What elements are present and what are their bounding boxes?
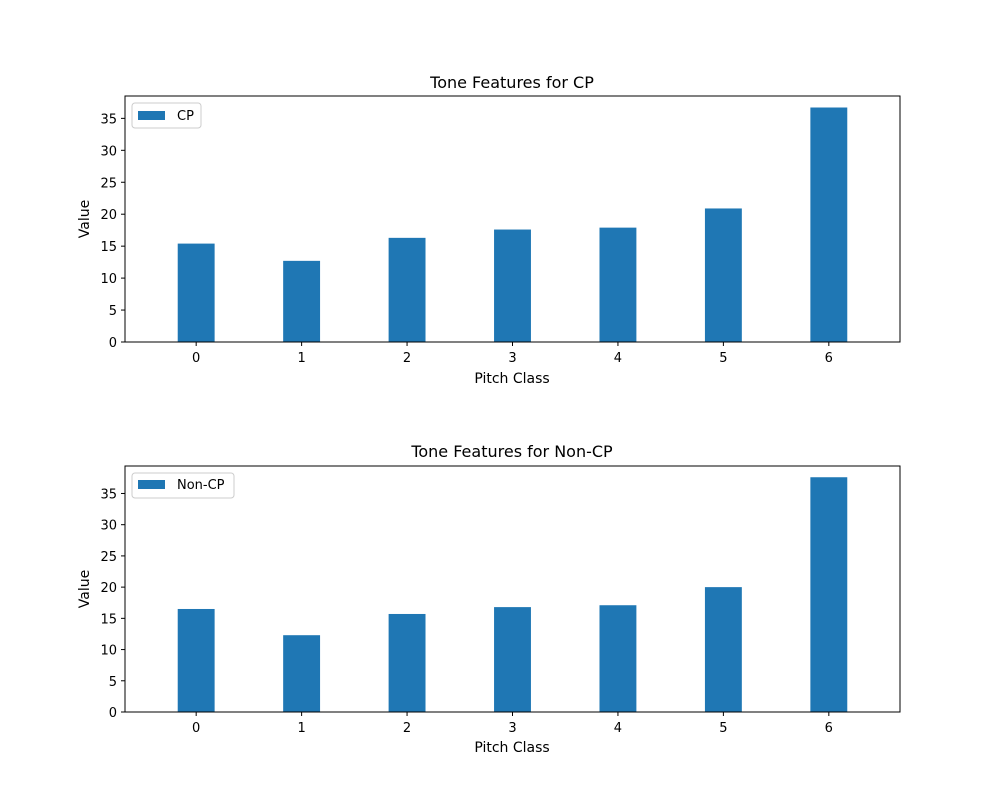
bars [177, 477, 848, 712]
bar-1 [283, 260, 321, 342]
x-ticks: 0 1 2 3 4 5 6 [192, 342, 833, 366]
legend-label: CP [177, 109, 194, 124]
bar-5 [704, 587, 742, 712]
x-tick-label: 1 [297, 721, 305, 736]
y-tick-label: 5 [109, 675, 117, 690]
y-ticks: 0 5 10 15 20 25 30 35 [100, 112, 125, 351]
bar-0 [177, 608, 215, 712]
y-tick-label: 25 [100, 176, 117, 191]
x-tick-label: 0 [192, 721, 200, 736]
legend-swatch [138, 111, 165, 120]
bar-1 [283, 635, 321, 712]
bar-2 [388, 613, 426, 712]
y-axis-label: Value [77, 200, 93, 238]
bar-4 [599, 605, 637, 712]
legend: Non-CP [131, 472, 235, 499]
y-tick-label: 20 [100, 581, 117, 596]
x-tick-label: 4 [614, 351, 622, 366]
x-tick-label: 4 [614, 721, 622, 736]
bar-5 [704, 208, 742, 342]
y-tick-label: 0 [109, 706, 117, 721]
bar-6 [810, 477, 848, 712]
bar-6 [810, 107, 848, 342]
x-tick-label: 1 [297, 351, 305, 366]
y-tick-label: 5 [109, 304, 117, 319]
x-tick-label: 0 [192, 351, 200, 366]
y-tick-label: 20 [100, 208, 117, 223]
x-tick-label: 2 [403, 721, 411, 736]
legend: CP [131, 102, 202, 129]
bar-2 [388, 237, 426, 342]
x-tick-label: 5 [719, 351, 727, 366]
x-axis-label: Pitch Class [474, 371, 549, 387]
bar-3 [494, 607, 531, 712]
bar-4 [599, 227, 637, 342]
x-tick-label: 6 [825, 721, 833, 736]
legend-frame [131, 102, 202, 129]
x-tick-label: 3 [508, 351, 516, 366]
y-tick-label: 35 [100, 112, 117, 127]
x-ticks: 0 1 2 3 4 5 6 [192, 712, 833, 736]
x-tick-label: 2 [403, 351, 411, 366]
y-tick-label: 15 [100, 240, 117, 255]
y-tick-label: 30 [100, 519, 117, 534]
bars [177, 107, 848, 342]
x-tick-label: 3 [508, 721, 516, 736]
y-axis-label: Value [77, 570, 93, 608]
legend-swatch [138, 480, 165, 489]
subplot-cp: Tone Features for CP 0 1 2 3 4 5 6 0 5 10 15 20 25 3… [77, 73, 901, 387]
bar-3 [494, 229, 531, 342]
y-tick-label: 10 [100, 644, 117, 659]
y-ticks: 0 5 10 15 20 25 30 35 [100, 487, 125, 721]
y-tick-label: 35 [100, 487, 117, 502]
chart-title: Tone Features for CP [429, 73, 594, 92]
y-tick-label: 10 [100, 272, 117, 287]
chart-title: Tone Features for Non-CP [410, 442, 613, 461]
legend-label: Non-CP [177, 478, 225, 493]
x-tick-label: 5 [719, 721, 727, 736]
y-tick-label: 25 [100, 550, 117, 565]
x-axis-label: Pitch Class [474, 740, 549, 756]
subplot-non-cp: Tone Features for Non-CP 0 1 2 3 4 5 6 0 5 10 15 2… [77, 442, 901, 756]
y-tick-label: 30 [100, 144, 117, 159]
y-tick-label: 0 [109, 336, 117, 351]
legend-frame [131, 472, 235, 499]
x-tick-label: 6 [825, 351, 833, 366]
bar-0 [177, 243, 215, 342]
y-tick-label: 15 [100, 612, 117, 627]
